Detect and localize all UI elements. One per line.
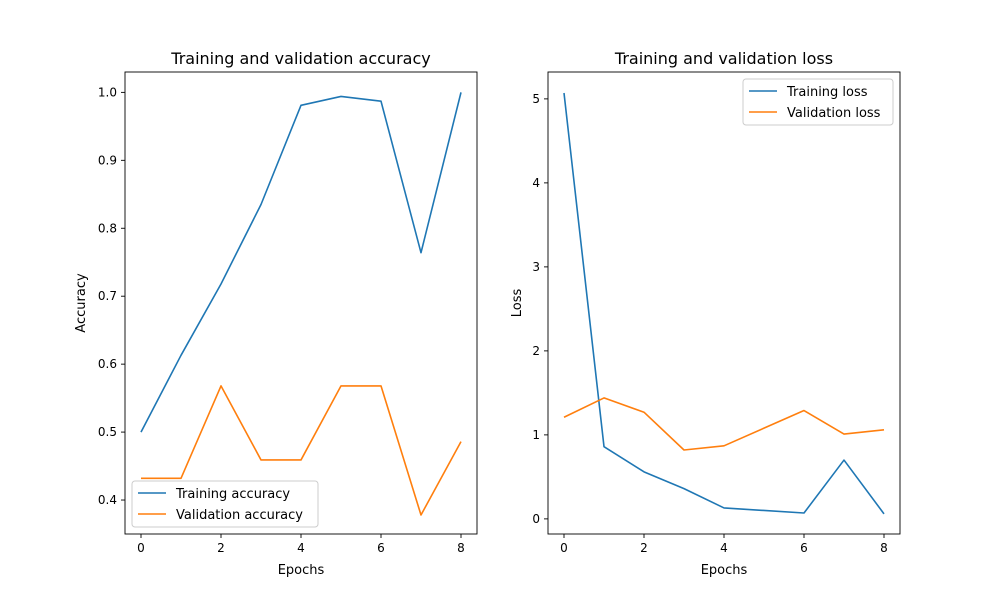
loss-chart-title: Training and validation loss xyxy=(614,49,833,68)
accuracy-ytick-label: 0.7 xyxy=(98,289,117,303)
loss-chart-xlabel: Epochs xyxy=(701,563,748,578)
loss-legend-label-1: Validation loss xyxy=(787,106,881,121)
loss-chart: Training and validation loss Epochs Loss… xyxy=(510,49,901,578)
accuracy-ytick-label: 0.4 xyxy=(98,493,117,507)
accuracy-chart-xlabel: Epochs xyxy=(278,563,325,578)
loss-plot-area: 0 2 4 6 8 0 1 2 3 4 5 Training loss Validation loss xyxy=(532,71,901,555)
accuracy-xtick-label: 8 xyxy=(457,541,465,555)
accuracy-ytick-label: 0.8 xyxy=(98,221,117,235)
accuracy-legend: Training accuracy Validation accuracy xyxy=(131,480,319,528)
accuracy-series-line-1 xyxy=(141,385,462,516)
accuracy-legend-box xyxy=(131,480,319,528)
loss-xtick-label: 8 xyxy=(880,541,888,555)
loss-ytick-label: 0 xyxy=(532,512,540,526)
accuracy-ytick-label: 0.6 xyxy=(98,357,117,371)
loss-ytick-label: 2 xyxy=(532,344,540,358)
loss-chart-ylabel: Loss xyxy=(510,289,525,318)
accuracy-xtick-label: 4 xyxy=(297,541,305,555)
loss-xtick-label: 6 xyxy=(800,541,808,555)
accuracy-xtick-label: 6 xyxy=(377,541,385,555)
accuracy-series-line-0 xyxy=(140,92,462,433)
loss-xtick-label: 2 xyxy=(640,541,648,555)
loss-ytick-label: 4 xyxy=(532,176,540,190)
accuracy-chart: Training and validation accuracy Epochs … xyxy=(74,49,478,578)
accuracy-chart-ylabel: Accuracy xyxy=(74,273,89,333)
accuracy-ytick-label: 1.0 xyxy=(98,85,117,99)
accuracy-plot-area: 0 2 4 6 8 0.4 0.5 0.6 0.7 0.8 0.9 1.0 Training accur… xyxy=(98,71,478,555)
loss-legend-box xyxy=(742,78,894,126)
loss-xtick-label: 4 xyxy=(720,541,728,555)
accuracy-chart-title: Training and validation accuracy xyxy=(170,49,430,68)
loss-xtick-label: 0 xyxy=(560,541,568,555)
accuracy-xtick-label: 0 xyxy=(137,541,145,555)
loss-ytick-label: 3 xyxy=(532,260,540,274)
accuracy-legend-label-1: Validation accuracy xyxy=(176,508,303,523)
loss-ytick-label: 1 xyxy=(532,428,540,442)
loss-legend-label-0: Training loss xyxy=(786,85,868,100)
loss-series-line-0 xyxy=(563,92,885,515)
accuracy-xtick-label: 2 xyxy=(217,541,225,555)
loss-series-line-1 xyxy=(563,397,885,451)
loss-legend: Training loss Validation loss xyxy=(742,78,894,126)
loss-ytick-label: 5 xyxy=(532,92,540,106)
accuracy-ytick-label: 0.5 xyxy=(98,425,117,439)
accuracy-legend-label-0: Training accuracy xyxy=(175,487,290,502)
accuracy-ytick-label: 0.9 xyxy=(98,153,117,167)
